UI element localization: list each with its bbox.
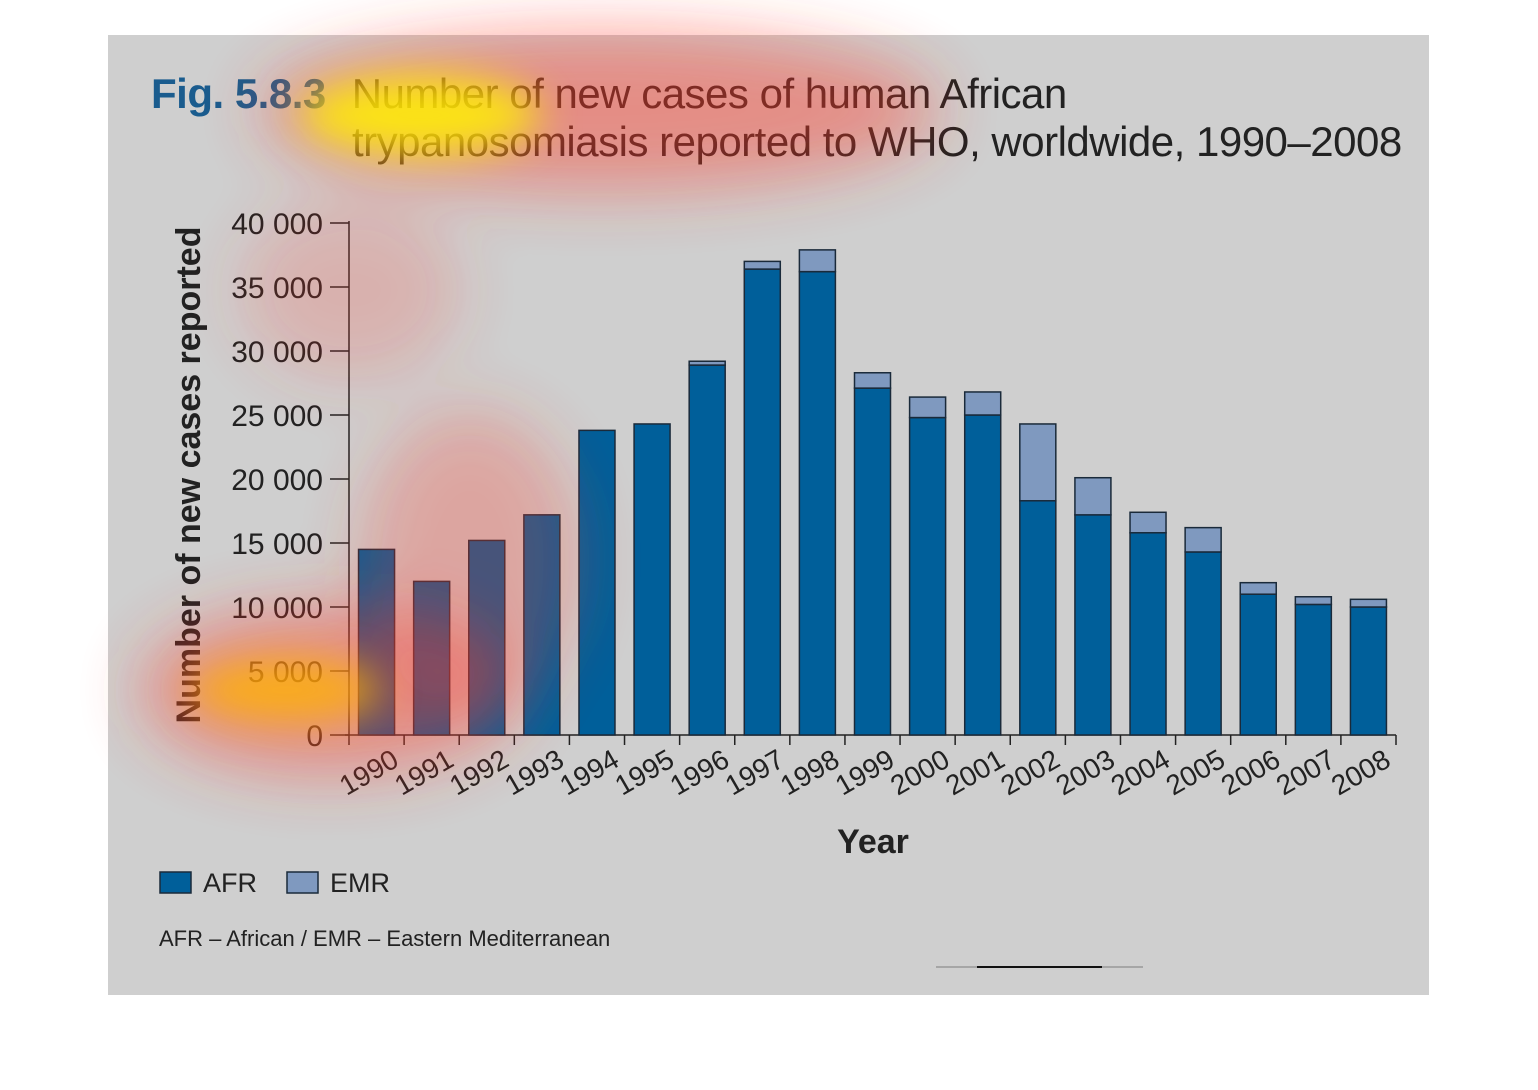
bar-afr-2005 — [1184, 551, 1222, 736]
bar-afr-1990 — [357, 548, 396, 736]
bar-afr-2000 — [908, 416, 947, 736]
bar-emr-1997 — [743, 260, 782, 270]
y-tick-label: 15 000 — [231, 528, 323, 561]
y-tick-label: 10 000 — [231, 592, 323, 625]
bar-afr-2007 — [1294, 603, 1333, 736]
bar-afr-1991 — [412, 580, 451, 736]
legend-swatch-afr — [159, 871, 192, 894]
y-tick-label: 30 000 — [231, 336, 323, 369]
y-tick-label: 35 000 — [231, 272, 323, 305]
y-tick-label: 20 000 — [231, 464, 323, 497]
x-axis-label: Year — [837, 823, 909, 861]
y-tick-label: 5 000 — [248, 656, 323, 689]
bar-afr-1993 — [523, 514, 561, 736]
bar-afr-1997 — [743, 268, 782, 736]
y-tick-label: 0 — [306, 720, 323, 753]
legend-label-afr: AFR — [203, 868, 257, 898]
bar-afr-2004 — [1129, 532, 1167, 736]
x-axis: 1990199119921993199419951996199719981999… — [334, 734, 1397, 801]
legend-swatch-emr — [286, 871, 319, 894]
bar-emr-2000 — [908, 396, 947, 419]
bar-emr-1998 — [798, 249, 837, 273]
bar-afr-1999 — [853, 387, 892, 736]
bar-emr-2002 — [1019, 423, 1057, 502]
bar-emr-2004 — [1129, 511, 1167, 534]
y-tick-label: 40 000 — [231, 208, 323, 241]
bar-afr-1994 — [578, 429, 616, 736]
bar-emr-2006 — [1239, 581, 1277, 595]
bar-emr-2005 — [1184, 526, 1222, 553]
bar-afr-1995 — [633, 423, 671, 736]
bars — [357, 249, 1388, 736]
bar-afr-2001 — [963, 414, 1002, 736]
bar-afr-2008 — [1349, 606, 1388, 736]
bar-emr-2007 — [1294, 596, 1333, 606]
bar-afr-2002 — [1019, 500, 1057, 736]
bar-emr-2001 — [963, 391, 1002, 416]
legend: AFR EMR — [159, 868, 390, 898]
legend-label-emr: EMR — [330, 868, 390, 898]
bar-afr-1998 — [798, 270, 837, 736]
bar-emr-1999 — [853, 372, 892, 389]
bar-emr-2003 — [1074, 476, 1112, 516]
y-axis: 0 5 000 10 000 15 000 20 000 25 000 30 000 35 0… — [231, 208, 350, 753]
bar-afr-1996 — [688, 364, 726, 736]
bar-afr-2003 — [1074, 514, 1112, 736]
bar-emr-2008 — [1349, 598, 1388, 608]
abbreviation-note: AFR – African / EMR – Eastern Mediterran… — [159, 926, 611, 951]
x-tick-label: 2008 — [1326, 743, 1395, 801]
bar-afr-2006 — [1239, 593, 1277, 736]
y-axis-label: Number of new cases reported — [170, 227, 208, 724]
y-tick-label: 25 000 — [231, 400, 323, 433]
bar-emr-1996 — [688, 360, 726, 366]
bar-afr-1992 — [468, 539, 506, 736]
